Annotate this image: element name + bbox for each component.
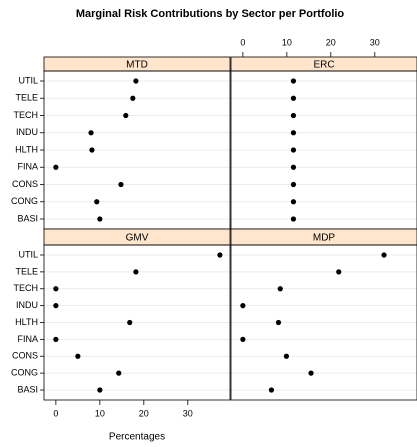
y-tick-label: FINA: [17, 334, 38, 344]
y-tick-label: TECH: [14, 283, 39, 293]
point: [290, 216, 297, 222]
point: [75, 353, 81, 359]
y-tick-label: TECH: [14, 110, 39, 120]
strip-label: GMV: [126, 233, 149, 244]
point: [127, 319, 133, 326]
point: [97, 387, 103, 393]
point: [240, 303, 246, 309]
point: [290, 130, 297, 136]
point: [290, 181, 297, 188]
point: [130, 95, 136, 101]
y-tick-label: BASI: [17, 384, 38, 394]
point: [133, 78, 139, 84]
point: [89, 147, 95, 153]
point: [118, 181, 124, 188]
chart-title: Marginal Risk Contributions by Sector pe…: [76, 8, 345, 20]
panel-border: [43, 244, 231, 401]
x-axis-title: Percentages: [109, 432, 165, 443]
y-tick-label: HLTH: [15, 144, 38, 154]
y-tick-label: INDU: [16, 127, 38, 137]
point: [290, 78, 297, 84]
x-tick-label: 30: [370, 37, 380, 47]
point: [275, 319, 282, 326]
y-tick-label: UTIL: [18, 75, 38, 85]
y-tick-label: UTIL: [18, 249, 38, 259]
point: [290, 95, 297, 101]
strip-label: MTD: [126, 60, 148, 71]
point: [381, 252, 387, 258]
point: [217, 252, 223, 258]
point: [240, 336, 246, 342]
point: [277, 286, 283, 292]
point: [97, 216, 103, 222]
y-tick-label: TELE: [15, 266, 38, 276]
point: [336, 269, 342, 275]
y-tick-label: CONG: [11, 368, 38, 378]
x-tick-label: 30: [183, 408, 193, 418]
point: [290, 199, 297, 205]
point: [133, 269, 139, 275]
strip-label: ERC: [313, 60, 334, 71]
point: [283, 353, 290, 359]
y-tick-label: CONS: [12, 179, 38, 189]
point: [290, 164, 297, 170]
point: [290, 147, 297, 153]
x-tick-label: 10: [95, 408, 105, 418]
point: [53, 286, 59, 292]
point: [94, 199, 100, 205]
point: [88, 130, 94, 136]
panel-border: [230, 244, 417, 401]
point: [53, 303, 59, 309]
point: [53, 336, 59, 342]
point: [268, 387, 275, 393]
y-tick-label: HLTH: [15, 317, 38, 327]
y-tick-label: INDU: [16, 300, 38, 310]
point: [53, 164, 59, 170]
point: [123, 112, 129, 119]
y-tick-label: BASI: [17, 213, 38, 223]
strip-label: MDP: [313, 233, 336, 244]
y-tick-label: CONG: [11, 196, 38, 206]
x-tick-label: 20: [326, 37, 336, 47]
x-tick-label: 20: [139, 408, 149, 418]
x-tick-label: 0: [240, 37, 245, 47]
y-tick-label: FINA: [17, 162, 38, 172]
point: [308, 370, 314, 376]
point: [290, 112, 297, 119]
y-tick-label: TELE: [15, 93, 38, 103]
y-tick-label: CONS: [12, 351, 38, 361]
x-tick-label: 10: [282, 37, 292, 47]
x-tick-label: 0: [53, 408, 58, 418]
point: [116, 370, 122, 376]
